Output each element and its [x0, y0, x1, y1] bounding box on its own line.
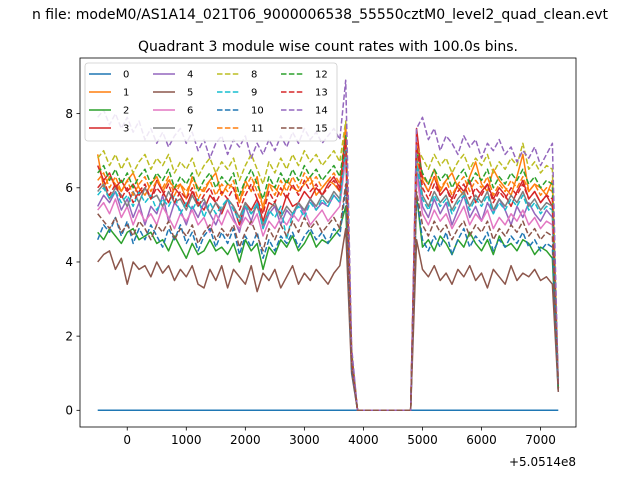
legend-label-0: 0: [123, 70, 129, 81]
x-tick-label: 7000: [525, 433, 556, 447]
chart-title: Quadrant 3 module wise count rates with …: [138, 39, 518, 55]
x-offset-label: +5.0514e8: [509, 455, 576, 469]
x-tick-label: 0: [123, 433, 131, 447]
legend-label-9: 9: [251, 88, 257, 99]
legend-label-5: 5: [187, 88, 193, 99]
y-tick-label: 4: [65, 255, 73, 269]
series-line-8: [97, 120, 560, 412]
legend-label-12: 12: [315, 70, 328, 81]
series-line-13: [97, 138, 560, 412]
series-line-6: [97, 157, 560, 412]
legend-label-6: 6: [187, 106, 193, 117]
x-tick-label: 6000: [466, 433, 497, 447]
x-tick-label: 3000: [289, 433, 320, 447]
series-line-11: [97, 127, 560, 412]
legend-label-15: 15: [315, 124, 328, 135]
x-axis: 0 1000 2000 3000 4000 5000 6000 7000: [123, 427, 556, 447]
y-tick-label: 0: [65, 404, 73, 418]
y-tick-label: 2: [65, 329, 73, 343]
legend-label-14: 14: [315, 106, 328, 117]
legend-label-4: 4: [187, 70, 193, 81]
legend-label-3: 3: [123, 124, 129, 135]
legend-label-11: 11: [251, 124, 264, 135]
x-tick-label: 1000: [171, 433, 202, 447]
x-tick-label: 2000: [230, 433, 261, 447]
y-axis: 0 2 4 6 8: [65, 107, 80, 418]
series-line-12: [97, 135, 560, 412]
legend-label-2: 2: [123, 106, 129, 117]
legend-label-10: 10: [251, 106, 264, 117]
series-line-5: [97, 227, 560, 412]
legend-label-8: 8: [251, 70, 257, 81]
figure-suptitle: n file: modeM0/AS1A14_021T06_9000006538_…: [32, 7, 609, 23]
x-tick-label: 5000: [407, 433, 438, 447]
y-tick-label: 8: [65, 107, 73, 121]
y-tick-label: 6: [65, 181, 73, 195]
legend-label-1: 1: [123, 88, 129, 99]
plot-frame: [79, 57, 577, 428]
legend-label-7: 7: [187, 124, 193, 135]
legend-frame: [84, 62, 338, 142]
series-line-10: [97, 187, 560, 412]
legend-label-13: 13: [315, 88, 328, 99]
x-tick-label: 4000: [348, 433, 379, 447]
